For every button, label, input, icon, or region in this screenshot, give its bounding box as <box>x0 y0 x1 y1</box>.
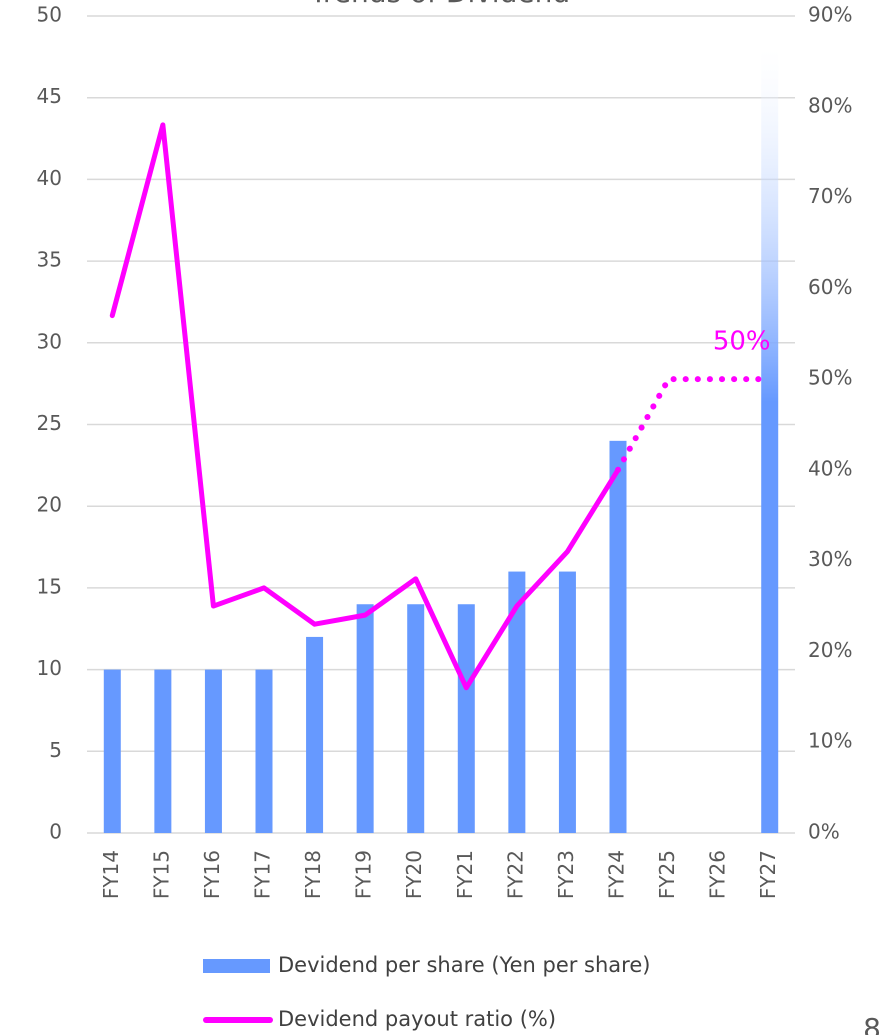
x-tick-label: FY15 <box>149 850 173 899</box>
y-tick-label: 40 <box>37 166 62 190</box>
y2-tick-label: 60% <box>808 275 852 299</box>
y2-tick-label: 30% <box>808 547 852 571</box>
y2-tick-label: 90% <box>808 3 852 27</box>
x-tick-label: FY22 <box>503 850 527 899</box>
y2-tick-label: 50% <box>808 366 852 390</box>
y2-tick-label: 20% <box>808 638 852 662</box>
bar <box>255 669 273 833</box>
y2-tick-label: 70% <box>808 184 852 208</box>
bar <box>204 669 222 833</box>
x-tick-label: FY17 <box>251 850 275 899</box>
y-tick-label: 50 <box>37 3 62 27</box>
x-tick-label: FY24 <box>605 850 629 899</box>
bar <box>761 48 779 834</box>
x-tick-label: FY16 <box>200 850 224 899</box>
y-tick-label: 10 <box>37 656 62 680</box>
y-tick-label: 30 <box>37 329 62 353</box>
y-tick-label: 15 <box>37 574 62 598</box>
x-tick-label: FY25 <box>655 850 679 899</box>
y-tick-label: 45 <box>37 84 62 108</box>
y-tick-label: 5 <box>49 738 62 762</box>
x-tick-label: FY14 <box>99 850 123 899</box>
annotation: 50% <box>713 327 771 357</box>
x-tick-label: FY18 <box>301 850 325 899</box>
bar <box>407 604 425 833</box>
y-tick-label: 0 <box>49 820 62 844</box>
y2-tick-label: 80% <box>808 93 852 117</box>
bar <box>306 636 324 833</box>
x-tick-label: FY21 <box>453 850 477 899</box>
y2-tick-label: 0% <box>808 820 840 844</box>
bar <box>457 604 475 833</box>
bar <box>154 669 172 833</box>
line-series <box>109 122 621 691</box>
x-tick-label: FY27 <box>756 850 780 899</box>
x-tick-label: FY23 <box>554 850 578 899</box>
line-series <box>615 376 773 473</box>
legend-label: Devidend payout ratio (%) <box>278 1007 556 1031</box>
x-tick-label: FY19 <box>352 850 376 899</box>
bar <box>609 440 627 833</box>
legend-swatch <box>203 959 270 973</box>
y-tick-label: 20 <box>37 493 62 517</box>
bar <box>356 604 374 833</box>
bar <box>558 571 576 833</box>
legend-label: Devidend per share (Yen per share) <box>278 953 650 977</box>
bar <box>103 669 121 833</box>
page-number: 8 <box>863 1012 881 1035</box>
bar <box>508 571 526 833</box>
y2-tick-label: 10% <box>808 729 852 753</box>
x-tick-label: FY20 <box>402 850 426 899</box>
y-tick-label: 35 <box>37 248 62 272</box>
chart-title: Trends of Dividend <box>309 0 570 9</box>
y-tick-label: 25 <box>37 411 62 435</box>
y2-tick-label: 40% <box>808 456 852 480</box>
x-tick-label: FY26 <box>706 850 730 899</box>
